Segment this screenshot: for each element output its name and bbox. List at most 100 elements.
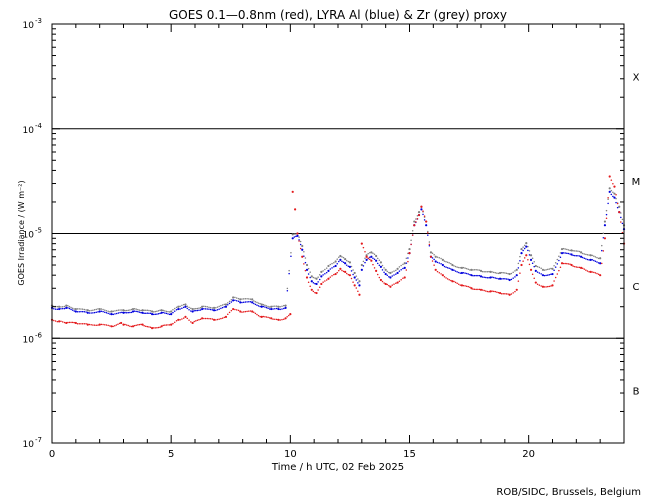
trace-dot [548, 285, 551, 288]
data-point [74, 310, 77, 313]
trace-dot [596, 272, 598, 275]
trace-dot [586, 258, 589, 261]
y-axis-label: GOES Irradiance / (W m⁻²) [17, 180, 26, 285]
trace-dot [199, 309, 202, 311]
trace-dot [179, 318, 181, 321]
trace-dot [63, 321, 66, 324]
trace-dot [364, 261, 366, 264]
trace-dot [400, 269, 402, 271]
trace-dot [264, 304, 266, 306]
trace-dot [593, 259, 595, 262]
trace-dot [107, 324, 109, 327]
trace-dot [469, 286, 471, 288]
trace-dot [411, 230, 414, 232]
trace-dot [109, 313, 111, 315]
trace-dot [454, 265, 457, 268]
trace-dot [588, 271, 590, 273]
trace-dot [567, 252, 570, 255]
trace-dot [415, 218, 417, 220]
trace-dot [264, 306, 266, 308]
trace-dot [475, 274, 477, 277]
trace-dot [138, 323, 141, 326]
data-point [403, 262, 406, 265]
trace-dot [56, 308, 59, 311]
trace-dot [338, 256, 340, 258]
data-point [413, 224, 416, 227]
data-point [86, 311, 89, 314]
data-point [284, 304, 287, 307]
trace-dot [81, 308, 84, 310]
trace-dot [227, 303, 229, 306]
data-point [396, 271, 399, 275]
trace-dot [620, 212, 622, 214]
trace-dot [164, 312, 166, 314]
trace-dot [144, 309, 147, 311]
data-point [460, 284, 464, 287]
trace-dot [148, 312, 150, 314]
trace-dot [528, 250, 531, 252]
data-point [239, 310, 242, 313]
trace-dot [367, 257, 369, 259]
data-point [320, 282, 323, 286]
trace-dot [440, 262, 442, 265]
data-point [294, 208, 297, 211]
trace-dot [448, 279, 450, 281]
trace-dot [206, 306, 209, 308]
data-point [589, 254, 592, 257]
trace-dot [109, 311, 111, 313]
trace-dot [186, 317, 188, 320]
data-point [296, 234, 299, 237]
trace-dot [577, 266, 579, 268]
trace-dot [505, 293, 508, 295]
trace-dot [283, 318, 285, 321]
trace-dot [70, 306, 72, 309]
trace-dot [303, 255, 305, 257]
trace-dot [500, 271, 503, 274]
trace-dot [578, 255, 581, 257]
trace-dot [162, 324, 164, 327]
trace-dot [610, 179, 613, 181]
data-point [305, 263, 309, 267]
trace-dot [272, 318, 274, 320]
trace-dot [523, 257, 526, 259]
trace-dot [494, 277, 497, 279]
data-point [608, 175, 611, 178]
trace-dot [465, 285, 468, 287]
trace-dot [497, 291, 500, 294]
trace-dot [440, 273, 442, 275]
trace-dot [381, 280, 384, 283]
trace-dot [215, 307, 217, 309]
trace-dot [317, 281, 319, 283]
trace-dot [121, 309, 123, 311]
trace-dot [211, 307, 214, 309]
data-point [420, 208, 423, 211]
trace-dot [195, 307, 197, 310]
trace-dot [293, 233, 296, 235]
trace-dot [76, 322, 79, 325]
trace-dot [257, 305, 260, 307]
trace-dot [107, 310, 109, 313]
data-point [408, 252, 411, 255]
trace-dot [352, 281, 354, 283]
trace-dot [165, 310, 168, 313]
trace-dot [411, 234, 414, 236]
trace-dot [477, 288, 479, 291]
data-point [86, 323, 89, 326]
trace-dot [362, 265, 365, 267]
x-tick-label: 20 [522, 449, 535, 460]
data-point [396, 281, 399, 284]
data-point [580, 266, 583, 269]
trace-dot [182, 317, 185, 319]
data-point [534, 264, 537, 268]
trace-dot [605, 209, 608, 212]
trace-dot [597, 262, 600, 264]
data-point [403, 266, 406, 269]
trace-dot [112, 325, 114, 328]
trace-dot [342, 270, 345, 273]
trace-dot [130, 308, 133, 311]
trace-dot [486, 290, 489, 293]
trace-dot [456, 266, 458, 268]
data-point [65, 304, 68, 307]
data-point [270, 317, 273, 320]
data-point [460, 271, 464, 275]
